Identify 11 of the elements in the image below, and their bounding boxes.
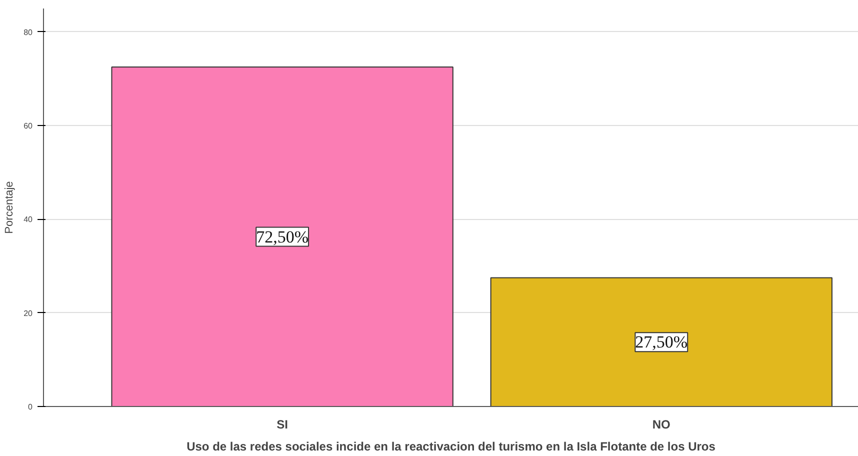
x-axis-title: Uso de las redes sociales incide en la reactivacion del turismo en la Isla Flotante de los Uros	[186, 440, 716, 454]
y-tick-label: 60	[24, 122, 34, 131]
y-tick-label: 20	[24, 308, 34, 318]
y-tick-label: 80	[24, 28, 34, 37]
data-label: 27,50%	[635, 332, 688, 352]
y-axis-title: Porcentaje	[4, 181, 16, 234]
data-label: 72,50%	[256, 227, 309, 246]
x-tick-label: SI	[276, 418, 288, 432]
x-tick-label: NO	[652, 418, 670, 432]
y-tick-label: 40	[24, 215, 34, 224]
y-tick-label: 0	[28, 402, 34, 412]
